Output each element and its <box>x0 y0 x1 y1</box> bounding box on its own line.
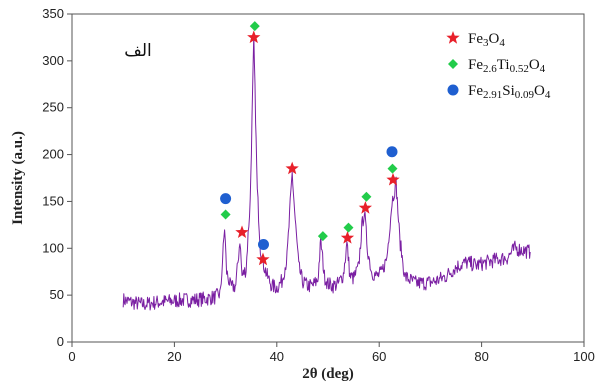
legend-star-icon <box>446 31 460 44</box>
circle-marker <box>220 193 232 205</box>
legend-element-symbol: O <box>489 31 500 47</box>
legend-subscript: 3 <box>483 37 489 49</box>
x-tick-label: 80 <box>474 349 488 364</box>
legend-subscript: 0.09 <box>515 89 535 101</box>
y-tick-label: 0 <box>57 334 64 349</box>
legend-subscript: 4 <box>545 89 551 101</box>
y-tick-label: 250 <box>42 100 64 115</box>
x-tick-label: 40 <box>270 349 284 364</box>
y-tick-label: 200 <box>42 147 64 162</box>
marker-layer <box>220 21 400 266</box>
diamond-marker <box>249 21 260 32</box>
y-tick-label: 300 <box>42 53 64 68</box>
legend-circle-icon <box>447 84 459 96</box>
panel-label: الف <box>124 41 152 61</box>
circle-marker <box>257 239 269 251</box>
legend-subscript: 2.6 <box>483 63 497 75</box>
diamond-marker <box>317 231 328 242</box>
star-marker <box>247 30 261 44</box>
legend-diamond-icon <box>448 59 458 69</box>
y-axis-title: Intensity (a.u.) <box>10 131 26 225</box>
star-marker <box>386 172 400 186</box>
x-axis-title: 2θ (deg) <box>302 366 354 382</box>
xrd-pattern-line <box>122 33 531 311</box>
y-axis: 0 50 100 150 200 250 300 350 <box>42 6 72 349</box>
diamond-marker <box>220 209 231 220</box>
legend-subscript: 4 <box>499 37 505 49</box>
legend-subscript: 4 <box>540 63 546 75</box>
diamond-marker <box>361 191 372 202</box>
legend-entry-label: Fe3O4 <box>468 31 505 49</box>
y-tick-label: 50 <box>50 287 64 302</box>
legend-element-symbol: Fe <box>468 57 483 73</box>
x-axis: 0 20 40 60 80 100 <box>68 342 595 364</box>
circle-marker <box>386 146 398 158</box>
star-marker <box>285 161 299 175</box>
plot-frame <box>71 13 585 343</box>
diamond-marker <box>343 222 354 233</box>
legend-entry-label: Fe2.6Ti0.52O4 <box>468 57 546 75</box>
x-tick-label: 100 <box>573 349 595 364</box>
legend-subscript: 0.52 <box>510 63 529 75</box>
legend-element-symbol: Fe <box>468 31 483 47</box>
star-marker <box>256 252 270 266</box>
series-layer <box>122 33 531 311</box>
y-tick-label: 350 <box>42 6 64 21</box>
x-tick-label: 0 <box>68 349 75 364</box>
star-marker <box>340 231 355 244</box>
star-marker <box>235 225 249 238</box>
y-tick-label: 150 <box>42 193 64 208</box>
legend-element-symbol: Si <box>502 83 515 99</box>
diamond-marker <box>387 163 398 174</box>
legend-element-symbol: O <box>529 57 540 73</box>
legend-element-symbol: Fe <box>468 83 483 99</box>
y-tick-label: 100 <box>42 240 64 255</box>
legend-subscript: 2.91 <box>483 89 502 101</box>
legend-element-symbol: O <box>534 83 545 99</box>
x-tick-label: 60 <box>372 349 386 364</box>
x-tick-label: 20 <box>167 349 181 364</box>
legend-entry-label: Fe2.91Si0.09O4 <box>468 83 551 101</box>
star-marker <box>358 201 372 214</box>
legend-element-symbol: Ti <box>497 57 510 73</box>
